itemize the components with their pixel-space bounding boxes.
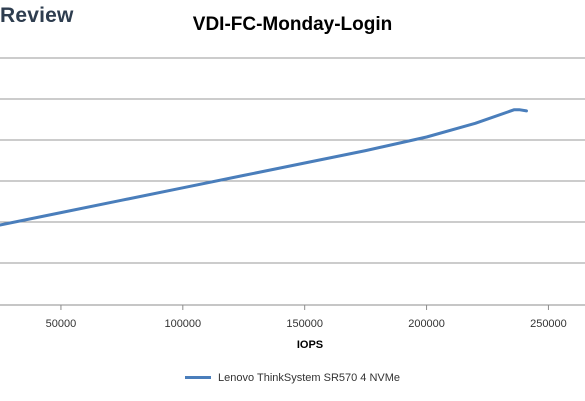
legend-swatch <box>184 375 211 379</box>
series-layer <box>0 108 528 227</box>
x-axis-tick-labels: 50000 100000 150000 200000 250000 <box>46 305 567 330</box>
x-tick-label: 250000 <box>530 318 567 330</box>
grid-lines <box>0 57 585 306</box>
legend: Lenovo ThinkSystem SR570 4 NVMe <box>0 372 585 384</box>
x-tick-label: 50000 <box>46 318 77 330</box>
x-tick-label: 100000 <box>164 318 201 330</box>
legend-label: Lenovo ThinkSystem SR570 4 NVMe <box>218 372 401 384</box>
x-axis-title: IOPS <box>297 339 323 351</box>
x-tick-label: 200000 <box>408 318 445 330</box>
series-line-0 <box>0 108 528 227</box>
x-tick-label: 150000 <box>286 318 323 330</box>
brand-logo-text: Review <box>0 4 74 27</box>
chart-title: VDI-FC-Monday-Login <box>192 14 393 35</box>
